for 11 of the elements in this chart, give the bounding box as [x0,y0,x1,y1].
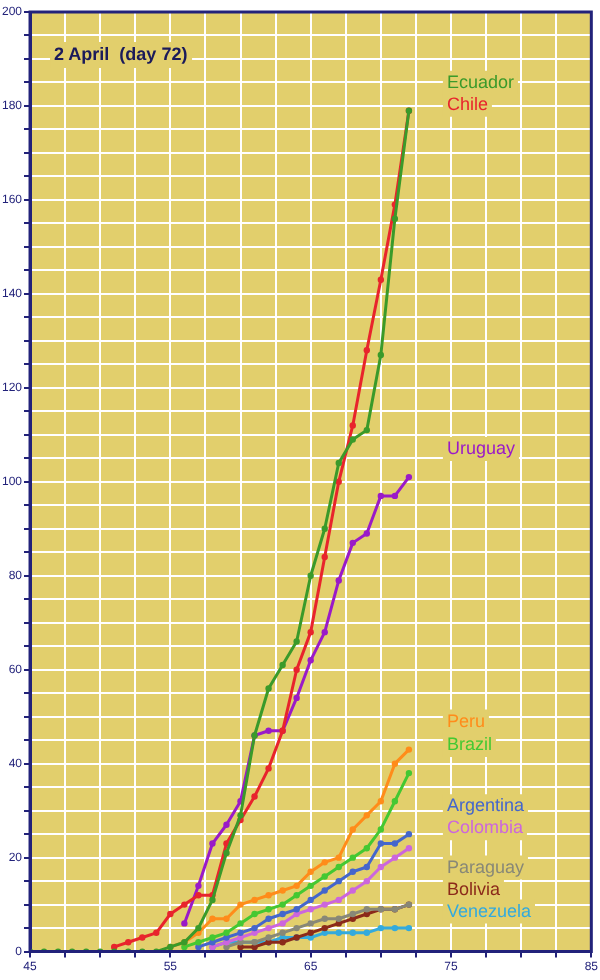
text: Peru [446,710,485,731]
text: Ecuador [446,71,514,92]
text: Colombia [446,817,523,838]
text: Argentina [446,795,524,816]
text: Paraguay [446,856,525,877]
series-label: Bolivia [446,878,500,899]
text: 2 April (day 72) [54,43,188,64]
series-label: Venezuela [446,900,531,921]
text: Uruguay [446,438,516,459]
series-label: Chile [446,93,488,114]
text: Brazil [446,734,492,755]
